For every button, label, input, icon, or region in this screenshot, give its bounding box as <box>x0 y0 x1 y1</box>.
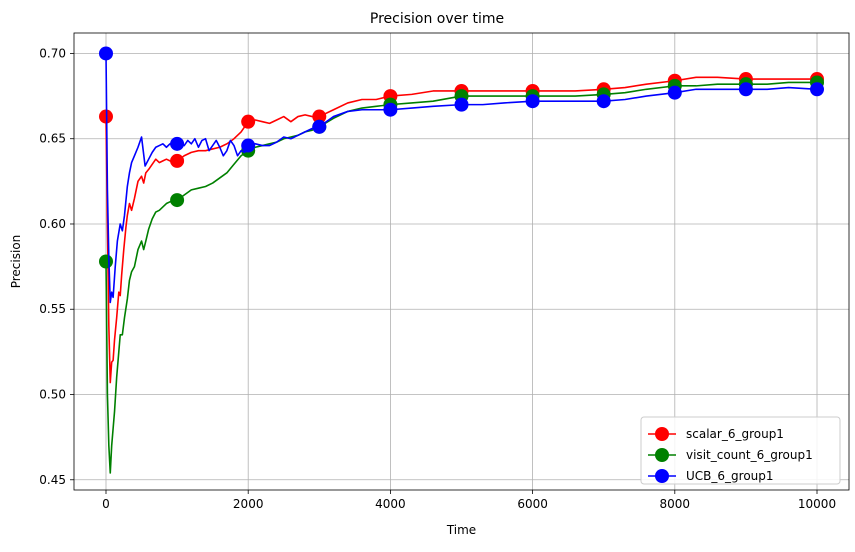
data-point-UCB_6_group1 <box>738 82 753 97</box>
legend-label-visit_count_6_group1: visit_count_6_group1 <box>686 448 813 462</box>
series-UCB_6_group1 <box>98 46 825 304</box>
x-tick-label: 0 <box>102 497 110 511</box>
data-point-visit_count_6_group1 <box>170 193 185 208</box>
data-point-UCB_6_group1 <box>525 94 540 109</box>
legend-box <box>640 416 841 485</box>
legend-marker-visit_count_6_group1 <box>655 448 669 462</box>
series-scalar_6_group1 <box>98 72 825 384</box>
series-line-UCB_6_group1 <box>105 53 818 304</box>
series-layer <box>98 46 825 474</box>
data-point-visit_count_6_group1 <box>98 254 113 269</box>
legend-marker-UCB_6_group1 <box>655 469 669 483</box>
data-point-scalar_6_group1 <box>312 109 327 124</box>
data-point-UCB_6_group1 <box>810 82 825 97</box>
chart-title: Precision over time <box>370 11 504 27</box>
series-visit_count_6_group1 <box>98 75 825 474</box>
legend-marker-scalar_6_group1 <box>655 427 669 441</box>
data-point-scalar_6_group1 <box>170 153 185 168</box>
axis-ticks: 0 2000 4000 6000 8000 10000 0.45 0.50 0.55 0.60 0.… <box>39 46 836 511</box>
x-tick-label: 10000 <box>798 497 836 511</box>
series-line-visit_count_6_group1 <box>105 81 817 474</box>
data-point-UCB_6_group1 <box>383 102 398 117</box>
data-point-UCB_6_group1 <box>170 136 185 151</box>
y-tick-label: 0.70 <box>39 46 66 60</box>
plot-frame <box>73 32 850 491</box>
x-tick-label: 8000 <box>660 497 691 511</box>
data-point-UCB_6_group1 <box>241 138 256 153</box>
y-axis-title: Precision <box>9 235 23 289</box>
data-point-UCB_6_group1 <box>312 119 327 134</box>
data-point-UCB_6_group1 <box>454 97 469 112</box>
data-point-UCB_6_group1 <box>667 85 682 100</box>
y-tick-label: 0.45 <box>39 473 66 487</box>
y-tick-label: 0.55 <box>39 302 66 316</box>
x-tick-label: 4000 <box>375 497 406 511</box>
legend: scalar_6_group1 visit_count_6_group1 UCB_6… <box>640 416 841 485</box>
y-tick-label: 0.65 <box>39 132 66 146</box>
data-point-UCB_6_group1 <box>596 94 611 109</box>
legend-label-UCB_6_group1: UCB_6_group1 <box>686 469 774 483</box>
x-tick-label: 2000 <box>233 497 264 511</box>
data-point-UCB_6_group1 <box>98 46 113 61</box>
series-line-scalar_6_group1 <box>105 76 817 384</box>
legend-label-scalar_6_group1: scalar_6_group1 <box>686 427 784 441</box>
x-axis-title: Time <box>446 523 476 537</box>
x-tick-label: 6000 <box>517 497 548 511</box>
data-point-scalar_6_group1 <box>241 114 256 129</box>
y-tick-label: 0.60 <box>39 217 66 231</box>
y-tick-label: 0.50 <box>39 388 66 402</box>
